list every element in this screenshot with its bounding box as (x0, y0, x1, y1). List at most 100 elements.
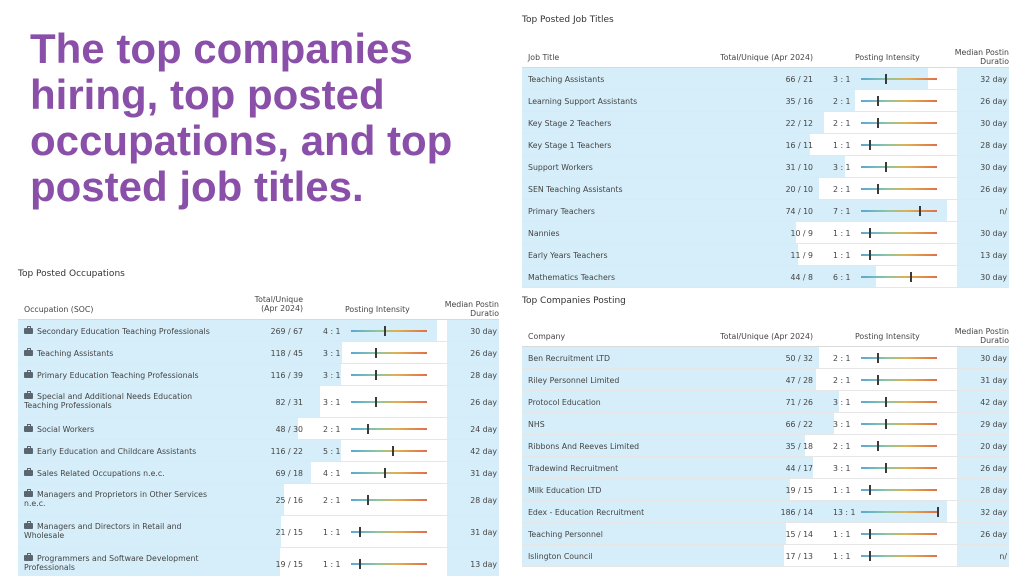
table-row[interactable]: Key Stage 1 Teachers 16 / 11 1 : 1 28 day (522, 134, 1009, 156)
intensity-marker (877, 375, 879, 385)
table-row[interactable]: Support Workers 31 / 10 3 : 1 30 day (522, 156, 1009, 178)
table-row[interactable]: Nannies 10 / 9 1 : 1 30 day (522, 222, 1009, 244)
intensity-bar (351, 472, 427, 474)
row-duration: 13 day (980, 251, 1007, 260)
table-row[interactable]: Sales Related Occupations n.e.c. 69 / 18 4… (18, 462, 499, 484)
table-row[interactable]: SEN Teaching Assistants 20 / 10 2 : 1 26 da… (522, 178, 1009, 200)
total-fill-bar (522, 347, 819, 368)
table-row[interactable]: Managers and Directors in Retail and Who… (18, 516, 499, 548)
intensity-marker (375, 370, 377, 380)
companies-panel-title: Top Companies Posting (522, 296, 626, 306)
intensity-bar (351, 352, 427, 354)
intensity-marker (359, 559, 361, 569)
table-row[interactable]: Teaching Personnel 15 / 14 1 : 1 26 day (522, 523, 1009, 545)
column-header-total[interactable]: Total/Unique (Apr 2024) (720, 53, 813, 62)
table-row[interactable]: Islington Council 17 / 13 1 : 1 n/ (522, 545, 1009, 567)
duration-fill-bar (447, 342, 499, 363)
total-fill-bar (522, 391, 839, 412)
table-row[interactable]: Edex - Education Recruitment 186 / 14 13 :… (522, 501, 1009, 523)
column-header-intensity[interactable]: Posting Intensity (855, 332, 920, 341)
intensity-bar (351, 374, 427, 376)
intensity-marker (384, 468, 386, 478)
intensity-marker (869, 250, 871, 260)
table-row[interactable]: Secondary Education Teaching Professiona… (18, 320, 499, 342)
row-name: Ribbons And Reeves Limited (528, 442, 639, 451)
briefcase-icon (24, 326, 33, 334)
row-total: 21 / 15 (275, 528, 303, 537)
column-header-duration[interactable]: Median Postin Duratio (954, 48, 1009, 66)
row-duration: 30 day (980, 354, 1007, 363)
row-name: Islington Council (528, 552, 593, 561)
row-total: 66 / 22 (785, 420, 813, 429)
table-row[interactable]: Teaching Assistants 66 / 21 3 : 1 32 day (522, 68, 1009, 90)
total-fill-bar (522, 244, 798, 265)
table-row[interactable]: Tradewind Recruitment 44 / 17 3 : 1 26 day (522, 457, 1009, 479)
table-row[interactable]: Social Workers 48 / 30 2 : 1 24 day (18, 418, 499, 440)
intensity-bar (861, 100, 937, 102)
row-name: Sales Related Occupations n.e.c. (24, 468, 165, 478)
row-name-text: Ben Recruitment LTD (528, 354, 610, 363)
row-total: 47 / 28 (785, 376, 813, 385)
intensity-bar (861, 555, 937, 557)
table-row[interactable]: NHS 66 / 22 3 : 1 29 day (522, 413, 1009, 435)
total-fill-bar (522, 523, 786, 544)
row-duration: 13 day (470, 560, 497, 569)
row-name-text: Managers and Directors in Retail and Who… (24, 522, 182, 540)
briefcase-icon (24, 468, 33, 476)
table-row[interactable]: Primary Teachers 74 / 10 7 : 1 n/ (522, 200, 1009, 222)
duration-fill-bar (957, 501, 1009, 522)
companies-table-header: Company Total/Unique (Apr 2024) Posting In… (522, 319, 1009, 347)
table-row[interactable]: Early Education and Childcare Assistants… (18, 440, 499, 462)
intensity-bar (861, 467, 937, 469)
total-fill-bar (522, 457, 813, 478)
row-total: 66 / 21 (785, 75, 813, 84)
row-name-text: Protocol Education (528, 398, 601, 407)
duration-fill-bar (957, 244, 1009, 265)
row-total: 118 / 45 (270, 349, 303, 358)
column-header-name[interactable]: Company (528, 332, 566, 341)
table-row[interactable]: Programmers and Software Development Pro… (18, 548, 499, 576)
table-row[interactable]: Primary Education Teaching Professionals… (18, 364, 499, 386)
row-ratio: 4 : 1 (323, 327, 341, 336)
table-row[interactable]: Mathematics Teachers 44 / 8 6 : 1 30 day (522, 266, 1009, 288)
column-header-name[interactable]: Job Title (528, 53, 560, 62)
column-header-name[interactable]: Occupation (SOC) (24, 305, 94, 314)
intensity-bar (861, 533, 937, 535)
row-ratio: 2 : 1 (833, 97, 851, 106)
row-total: 69 / 18 (275, 469, 303, 478)
row-total: 269 / 67 (270, 327, 303, 336)
table-row[interactable]: Protocol Education 71 / 26 3 : 1 42 day (522, 391, 1009, 413)
occupations-panel: Top Posted Occupations Occupation (SOC) T… (18, 266, 499, 576)
table-row[interactable]: Milk Education LTD 19 / 15 1 : 1 28 day (522, 479, 1009, 501)
row-total: 19 / 15 (785, 486, 813, 495)
table-row[interactable]: Key Stage 2 Teachers 22 / 12 2 : 1 30 day (522, 112, 1009, 134)
row-total: 11 / 9 (790, 251, 813, 260)
row-name: Managers and Directors in Retail and Who… (24, 521, 224, 540)
intensity-bar (861, 357, 937, 359)
column-header-duration[interactable]: Median Postin Duratio (444, 300, 499, 318)
duration-fill-bar (957, 369, 1009, 390)
table-row[interactable]: Riley Personnel Limited 47 / 28 2 : 1 31 da… (522, 369, 1009, 391)
column-header-total[interactable]: Total/Unique (Apr 2024) (720, 332, 813, 341)
table-row[interactable]: Ribbons And Reeves Limited 35 / 18 2 : 1 20… (522, 435, 1009, 457)
intensity-marker (869, 529, 871, 539)
row-duration: 42 day (980, 398, 1007, 407)
row-ratio: 1 : 1 (833, 552, 851, 561)
table-row[interactable]: Teaching Assistants 118 / 45 3 : 1 26 day (18, 342, 499, 364)
briefcase-icon (24, 521, 33, 529)
row-ratio: 2 : 1 (833, 376, 851, 385)
row-name-text: Primary Teachers (528, 207, 595, 216)
table-row[interactable]: Early Years Teachers 11 / 9 1 : 1 13 day (522, 244, 1009, 266)
row-name-text: Mathematics Teachers (528, 273, 616, 282)
table-row[interactable]: Managers and Proprietors in Other Servic… (18, 484, 499, 516)
column-header-intensity[interactable]: Posting Intensity (345, 305, 410, 314)
column-header-intensity[interactable]: Posting Intensity (855, 53, 920, 62)
column-header-total[interactable]: Total/Unique (Apr 2024) (254, 295, 303, 313)
table-row[interactable]: Special and Additional Needs Education T… (18, 386, 499, 418)
duration-fill-bar (447, 364, 499, 385)
table-row[interactable]: Ben Recruitment LTD 50 / 32 2 : 1 30 day (522, 347, 1009, 369)
column-header-duration[interactable]: Median Postin Duratio (954, 327, 1009, 345)
total-fill-bar (18, 320, 437, 341)
table-row[interactable]: Learning Support Assistants 35 / 16 2 : 1 2… (522, 90, 1009, 112)
row-ratio: 1 : 1 (833, 141, 851, 150)
